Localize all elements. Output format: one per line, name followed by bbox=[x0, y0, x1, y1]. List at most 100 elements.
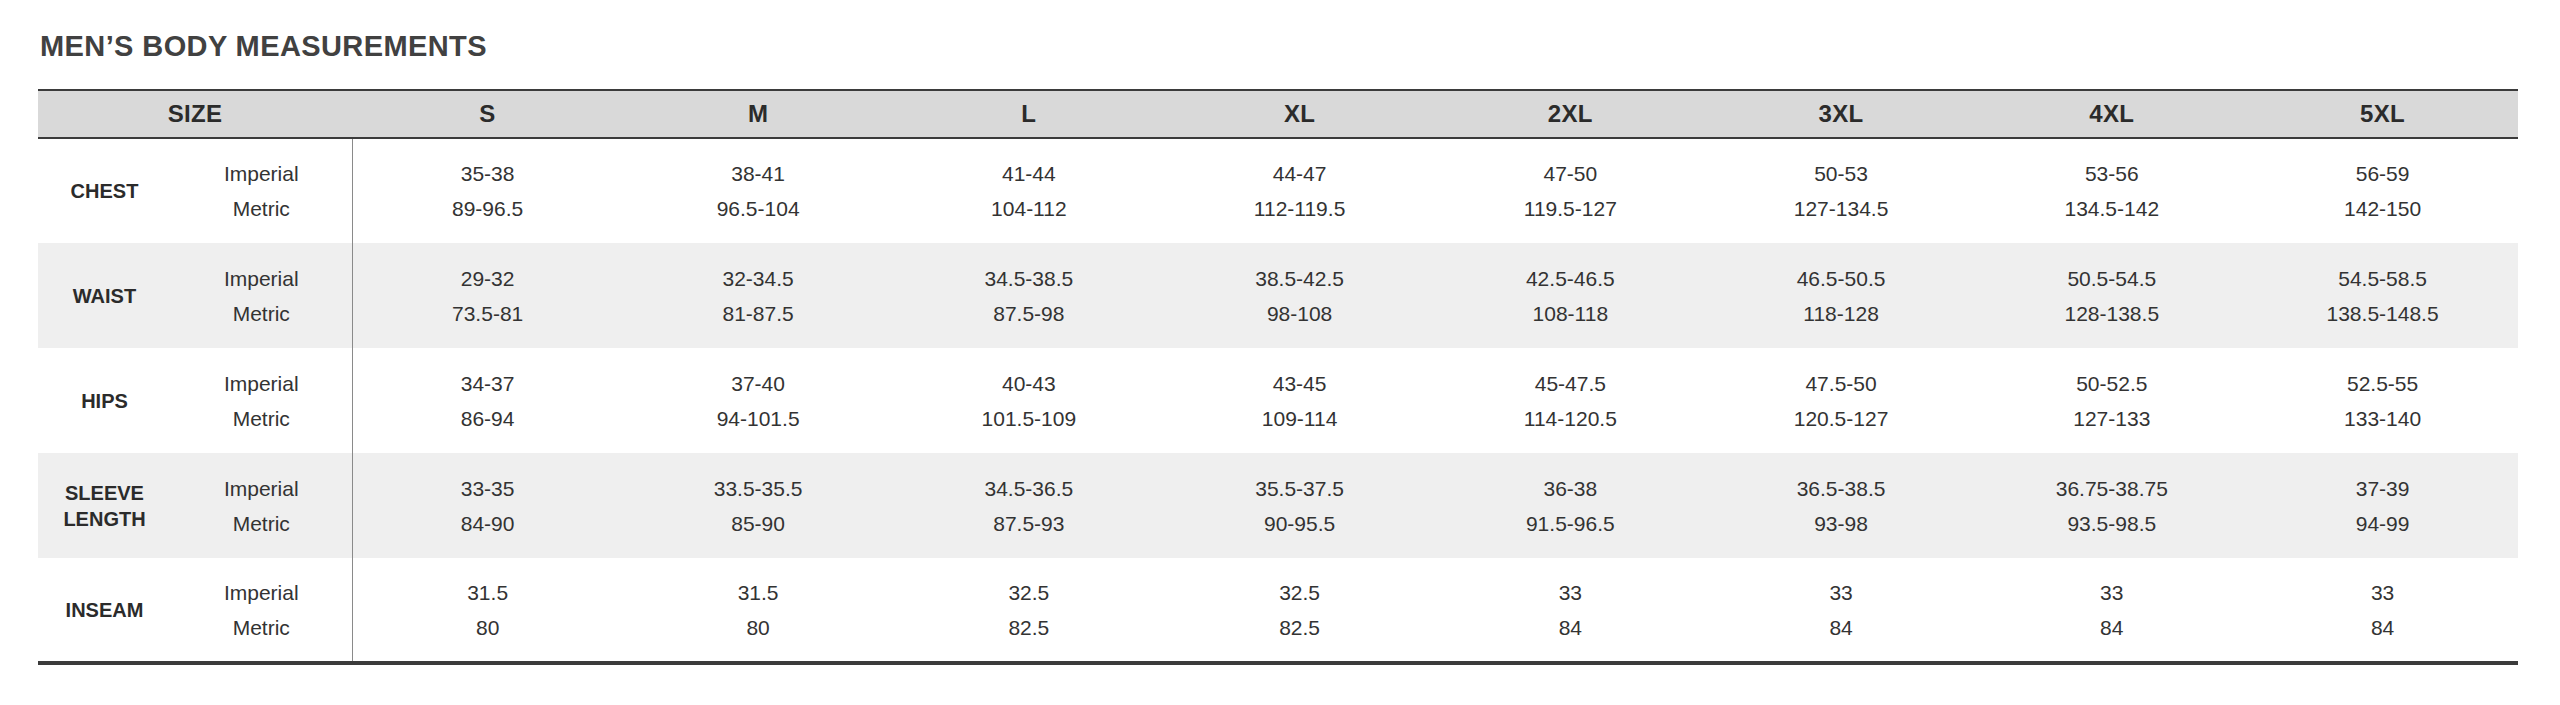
imperial-value: 35.5-37.5 bbox=[1164, 471, 1435, 506]
measurement-value-cell: 36.5-38.593-98 bbox=[1706, 453, 1977, 558]
measurement-value-cell: 54.5-58.5138.5-148.5 bbox=[2247, 243, 2518, 348]
measurement-value-cell: 38.5-42.598-108 bbox=[1164, 243, 1435, 348]
imperial-value: 53-56 bbox=[1976, 156, 2247, 191]
metric-value: 109-114 bbox=[1164, 401, 1435, 436]
metric-value: 138.5-148.5 bbox=[2247, 296, 2518, 331]
metric-value: 84 bbox=[1435, 610, 1706, 645]
imperial-value: 41-44 bbox=[893, 156, 1164, 191]
metric-value: 114-120.5 bbox=[1435, 401, 1706, 436]
imperial-value: 33 bbox=[1435, 575, 1706, 610]
measurement-value-cell: 3384 bbox=[1706, 558, 1977, 663]
metric-value: 104-112 bbox=[893, 191, 1164, 226]
size-column-header-l: L bbox=[893, 90, 1164, 138]
imperial-value: 52.5-55 bbox=[2247, 366, 2518, 401]
measurement-value-cell: 31.580 bbox=[623, 558, 894, 663]
measurement-value-cell: 33-3584-90 bbox=[352, 453, 623, 558]
measurement-value-cell: 35.5-37.590-95.5 bbox=[1164, 453, 1435, 558]
metric-value: 128-138.5 bbox=[1976, 296, 2247, 331]
measurement-value-cell: 46.5-50.5118-128 bbox=[1706, 243, 1977, 348]
imperial-value: 32.5 bbox=[1164, 575, 1435, 610]
imperial-value: 47-50 bbox=[1435, 156, 1706, 191]
imperial-value: 43-45 bbox=[1164, 366, 1435, 401]
measurement-label: CHEST bbox=[38, 138, 171, 243]
metric-value: 119.5-127 bbox=[1435, 191, 1706, 226]
measurement-value-cell: 36-3891.5-96.5 bbox=[1435, 453, 1706, 558]
imperial-value: 37-40 bbox=[623, 366, 894, 401]
measurement-value-cell: 37-3994-99 bbox=[2247, 453, 2518, 558]
imperial-value: 33.5-35.5 bbox=[623, 471, 894, 506]
imperial-value: 46.5-50.5 bbox=[1706, 261, 1977, 296]
measurement-value-cell: 44-47112-119.5 bbox=[1164, 138, 1435, 243]
metric-value: 127-133 bbox=[1976, 401, 2247, 436]
imperial-label: Imperial bbox=[171, 261, 352, 296]
measurement-value-cell: 53-56134.5-142 bbox=[1976, 138, 2247, 243]
measurement-value-cell: 35-3889-96.5 bbox=[352, 138, 623, 243]
imperial-value: 56-59 bbox=[2247, 156, 2518, 191]
imperial-value: 42.5-46.5 bbox=[1435, 261, 1706, 296]
imperial-value: 33-35 bbox=[353, 471, 623, 506]
imperial-value: 54.5-58.5 bbox=[2247, 261, 2518, 296]
imperial-value: 36.75-38.75 bbox=[1976, 471, 2247, 506]
page-title: MEN’S BODY MEASUREMENTS bbox=[40, 30, 2518, 63]
metric-value: 86-94 bbox=[353, 401, 623, 436]
measurement-value-cell: 41-44104-112 bbox=[893, 138, 1164, 243]
measurement-value-cell: 29-3273.5-81 bbox=[352, 243, 623, 348]
measurement-value-cell: 34.5-38.587.5-98 bbox=[893, 243, 1164, 348]
measurement-label: INSEAM bbox=[38, 558, 171, 663]
measurement-label: HIPS bbox=[38, 348, 171, 453]
metric-value: 84 bbox=[2247, 610, 2518, 645]
metric-value: 134.5-142 bbox=[1976, 191, 2247, 226]
metric-value: 84 bbox=[1976, 610, 2247, 645]
imperial-value: 32-34.5 bbox=[623, 261, 894, 296]
metric-value: 73.5-81 bbox=[353, 296, 623, 331]
metric-value: 80 bbox=[623, 610, 894, 645]
imperial-value: 33 bbox=[1706, 575, 1977, 610]
measurement-row: CHESTImperialMetric35-3889-96.538-4196.5… bbox=[38, 138, 2518, 243]
size-column-header-5xl: 5XL bbox=[2247, 90, 2518, 138]
size-column-header-xl: XL bbox=[1164, 90, 1435, 138]
metric-value: 87.5-98 bbox=[893, 296, 1164, 331]
metric-value: 94-101.5 bbox=[623, 401, 894, 436]
metric-value: 96.5-104 bbox=[623, 191, 894, 226]
imperial-value: 35-38 bbox=[353, 156, 623, 191]
metric-value: 142-150 bbox=[2247, 191, 2518, 226]
metric-value: 82.5 bbox=[1164, 610, 1435, 645]
imperial-value: 37-39 bbox=[2247, 471, 2518, 506]
measurement-row: HIPSImperialMetric34-3786-9437-4094-101.… bbox=[38, 348, 2518, 453]
measurement-row: SLEEVE LENGTHImperialMetric33-3584-9033.… bbox=[38, 453, 2518, 558]
imperial-value: 45-47.5 bbox=[1435, 366, 1706, 401]
metric-value: 82.5 bbox=[893, 610, 1164, 645]
measurement-label: WAIST bbox=[38, 243, 171, 348]
metric-value: 118-128 bbox=[1706, 296, 1977, 331]
imperial-value: 50.5-54.5 bbox=[1976, 261, 2247, 296]
measurement-value-cell: 50.5-54.5128-138.5 bbox=[1976, 243, 2247, 348]
measurement-value-cell: 32.582.5 bbox=[1164, 558, 1435, 663]
unit-labels-cell: ImperialMetric bbox=[171, 348, 352, 453]
metric-label: Metric bbox=[171, 610, 352, 645]
metric-value: 84-90 bbox=[353, 506, 623, 541]
measurement-value-cell: 43-45109-114 bbox=[1164, 348, 1435, 453]
size-column-header-4xl: 4XL bbox=[1976, 90, 2247, 138]
table-header-row: SIZE SMLXL2XL3XL4XL5XL bbox=[38, 90, 2518, 138]
imperial-value: 47.5-50 bbox=[1706, 366, 1977, 401]
measurement-value-cell: 47.5-50120.5-127 bbox=[1706, 348, 1977, 453]
imperial-value: 36.5-38.5 bbox=[1706, 471, 1977, 506]
imperial-value: 38.5-42.5 bbox=[1164, 261, 1435, 296]
imperial-label: Imperial bbox=[171, 471, 352, 506]
metric-label: Metric bbox=[171, 296, 352, 331]
metric-value: 101.5-109 bbox=[893, 401, 1164, 436]
metric-value: 90-95.5 bbox=[1164, 506, 1435, 541]
measurement-value-cell: 38-4196.5-104 bbox=[623, 138, 894, 243]
metric-value: 94-99 bbox=[2247, 506, 2518, 541]
imperial-value: 33 bbox=[1976, 575, 2247, 610]
imperial-value: 31.5 bbox=[623, 575, 894, 610]
metric-value: 80 bbox=[353, 610, 623, 645]
metric-value: 81-87.5 bbox=[623, 296, 894, 331]
measurement-value-cell: 40-43101.5-109 bbox=[893, 348, 1164, 453]
metric-value: 93-98 bbox=[1706, 506, 1977, 541]
measurement-value-cell: 34-3786-94 bbox=[352, 348, 623, 453]
unit-labels-cell: ImperialMetric bbox=[171, 558, 352, 663]
metric-label: Metric bbox=[171, 191, 352, 226]
size-column-header-m: M bbox=[623, 90, 894, 138]
imperial-value: 33 bbox=[2247, 575, 2518, 610]
